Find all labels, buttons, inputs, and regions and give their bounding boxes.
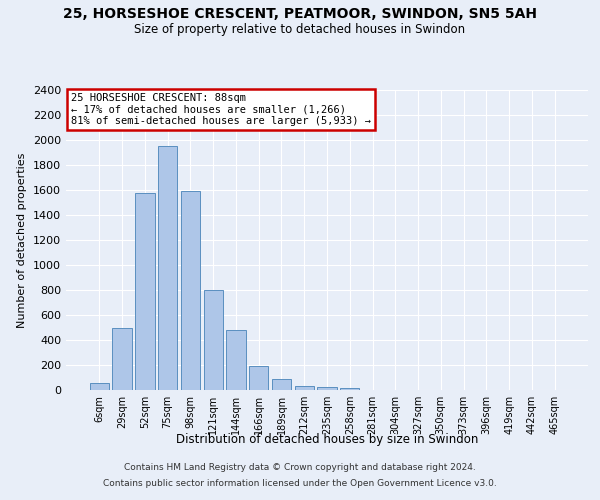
Bar <box>272 379 291 390</box>
Bar <box>181 191 200 390</box>
Bar <box>249 366 268 390</box>
Bar <box>203 290 223 390</box>
Bar <box>112 328 132 390</box>
Y-axis label: Number of detached properties: Number of detached properties <box>17 152 28 328</box>
Text: Contains public sector information licensed under the Open Government Licence v3: Contains public sector information licen… <box>103 478 497 488</box>
Text: 25, HORSESHOE CRESCENT, PEATMOOR, SWINDON, SN5 5AH: 25, HORSESHOE CRESCENT, PEATMOOR, SWINDO… <box>63 8 537 22</box>
Bar <box>90 382 109 390</box>
Bar <box>295 386 314 390</box>
Text: Size of property relative to detached houses in Swindon: Size of property relative to detached ho… <box>134 22 466 36</box>
Text: Contains HM Land Registry data © Crown copyright and database right 2024.: Contains HM Land Registry data © Crown c… <box>124 464 476 472</box>
Bar <box>340 388 359 390</box>
Text: 25 HORSESHOE CRESCENT: 88sqm
← 17% of detached houses are smaller (1,266)
81% of: 25 HORSESHOE CRESCENT: 88sqm ← 17% of de… <box>71 93 371 126</box>
Bar <box>158 146 178 390</box>
Text: Distribution of detached houses by size in Swindon: Distribution of detached houses by size … <box>176 432 478 446</box>
Bar <box>135 192 155 390</box>
Bar <box>226 330 245 390</box>
Bar <box>317 386 337 390</box>
